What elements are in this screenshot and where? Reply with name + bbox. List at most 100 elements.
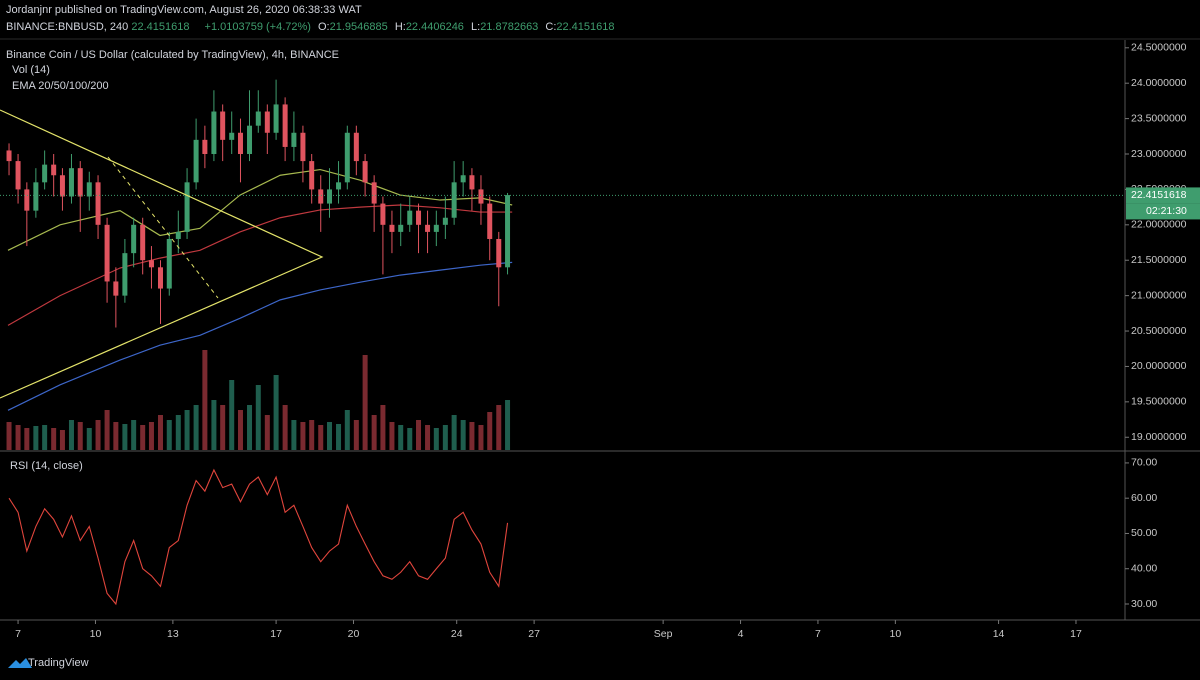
- candle-body: [175, 231, 181, 239]
- y-tick-label: 19.0000000: [1131, 431, 1187, 443]
- volume-bar: [371, 415, 377, 450]
- candle-body: [184, 182, 190, 232]
- volume-bar: [140, 425, 146, 450]
- candle-body: [220, 111, 226, 140]
- candle-body: [442, 217, 448, 225]
- x-tick-label: 20: [348, 628, 360, 640]
- candle-body: [300, 132, 306, 162]
- y-tick-label: 23.0000000: [1131, 148, 1187, 160]
- volume-bar: [362, 355, 368, 450]
- volume-bar: [86, 428, 92, 450]
- y-tick-label: 19.5000000: [1131, 396, 1187, 408]
- candle-body: [24, 189, 30, 211]
- drawings: [0, 109, 324, 399]
- volume-bar: [389, 422, 395, 450]
- volume-bar: [122, 424, 128, 450]
- volume-bar: [487, 412, 493, 450]
- footer: [0, 648, 1200, 680]
- volume-bar: [380, 405, 386, 450]
- y-tick-label: 21.0000000: [1131, 289, 1187, 301]
- volume-bar: [425, 425, 431, 450]
- y-tick-label: 20.0000000: [1131, 360, 1187, 372]
- volume-bar: [255, 385, 261, 450]
- close-value: 22.4151618: [556, 21, 614, 33]
- brand-name[interactable]: TradingView: [28, 657, 89, 669]
- x-tick-label: 27: [528, 628, 540, 640]
- candle-body: [362, 161, 368, 183]
- volume-bar: [42, 425, 48, 450]
- indicator-label: EMA 20/50/100/200: [12, 80, 109, 92]
- volume-bar: [442, 425, 448, 450]
- volume-bar: [291, 420, 297, 450]
- y-tick-label: 20.5000000: [1131, 325, 1187, 337]
- candle-body: [166, 238, 172, 289]
- candle-body: [59, 175, 65, 197]
- candle-body: [148, 260, 154, 268]
- low-value: 21.8782663: [480, 21, 538, 33]
- volume-bar: [175, 415, 181, 450]
- low-label: L:: [471, 21, 480, 33]
- x-tick-label: 14: [993, 628, 1005, 640]
- x-tick-label: 10: [890, 628, 902, 640]
- candle-body: [131, 224, 137, 254]
- candle-body: [433, 224, 439, 232]
- candle-body: [86, 182, 92, 197]
- rsi-title: RSI (14, close): [10, 460, 83, 472]
- candle-body: [211, 111, 217, 155]
- change: +1.0103759 (+4.72%): [205, 21, 311, 33]
- brand-logo[interactable]: [8, 658, 32, 668]
- volume-bar: [309, 420, 315, 450]
- volume-bar: [264, 415, 270, 450]
- candle-body: [202, 139, 208, 155]
- candle-body: [140, 224, 146, 261]
- volume-bar: [273, 375, 279, 450]
- candle-body: [95, 182, 101, 225]
- ema-line: [7, 261, 513, 411]
- rsi-tick-label: 70.00: [1131, 457, 1157, 469]
- last-price-box: [1126, 187, 1200, 204]
- volume-bar: [193, 405, 199, 450]
- candle-body: [122, 253, 128, 296]
- x-tick-label: 10: [90, 628, 102, 640]
- candle-body: [113, 281, 119, 296]
- symbol-line: BINANCE:BNBUSD, 240 22.4151618 +1.010375…: [6, 21, 615, 33]
- volume-bar: [15, 425, 21, 450]
- y-tick-label: 22.0000000: [1131, 219, 1187, 231]
- candle-body: [398, 224, 404, 232]
- candle-body: [51, 164, 57, 176]
- volume-bar: [157, 415, 163, 450]
- y-tick-label: 23.5000000: [1131, 112, 1187, 124]
- candle-body: [6, 150, 12, 162]
- volume-bar: [229, 380, 235, 450]
- candle-body: [371, 182, 377, 204]
- volume-bar: [478, 425, 484, 450]
- volume-bar: [451, 415, 457, 450]
- candle-body: [33, 182, 39, 211]
- candle-body: [193, 139, 199, 183]
- x-tick-label: 4: [738, 628, 744, 640]
- volume-bar: [166, 420, 172, 450]
- volume-bar: [496, 405, 502, 450]
- volume-bar: [469, 422, 475, 450]
- open-value: 21.9546885: [330, 21, 388, 33]
- volume-bar: [184, 410, 190, 450]
- rsi-line: [8, 468, 509, 606]
- volume-bar: [104, 410, 110, 450]
- rsi-tick-label: 30.00: [1131, 598, 1157, 610]
- candle-body: [505, 195, 511, 268]
- volume-bar: [282, 405, 288, 450]
- high-label: H:: [395, 21, 406, 33]
- volume-bar: [353, 420, 359, 450]
- chart-title: Binance Coin / US Dollar (calculated by …: [6, 49, 339, 61]
- volume-bar: [220, 405, 226, 450]
- last-price: 22.4151618: [131, 21, 189, 33]
- symbol: BINANCE:BNBUSD, 240: [6, 21, 128, 33]
- ema-line: [7, 168, 513, 251]
- volume-bar: [505, 400, 511, 450]
- candle-body: [42, 164, 48, 183]
- candle-body: [344, 132, 350, 183]
- candle-body: [273, 104, 279, 133]
- candle-body: [264, 111, 270, 133]
